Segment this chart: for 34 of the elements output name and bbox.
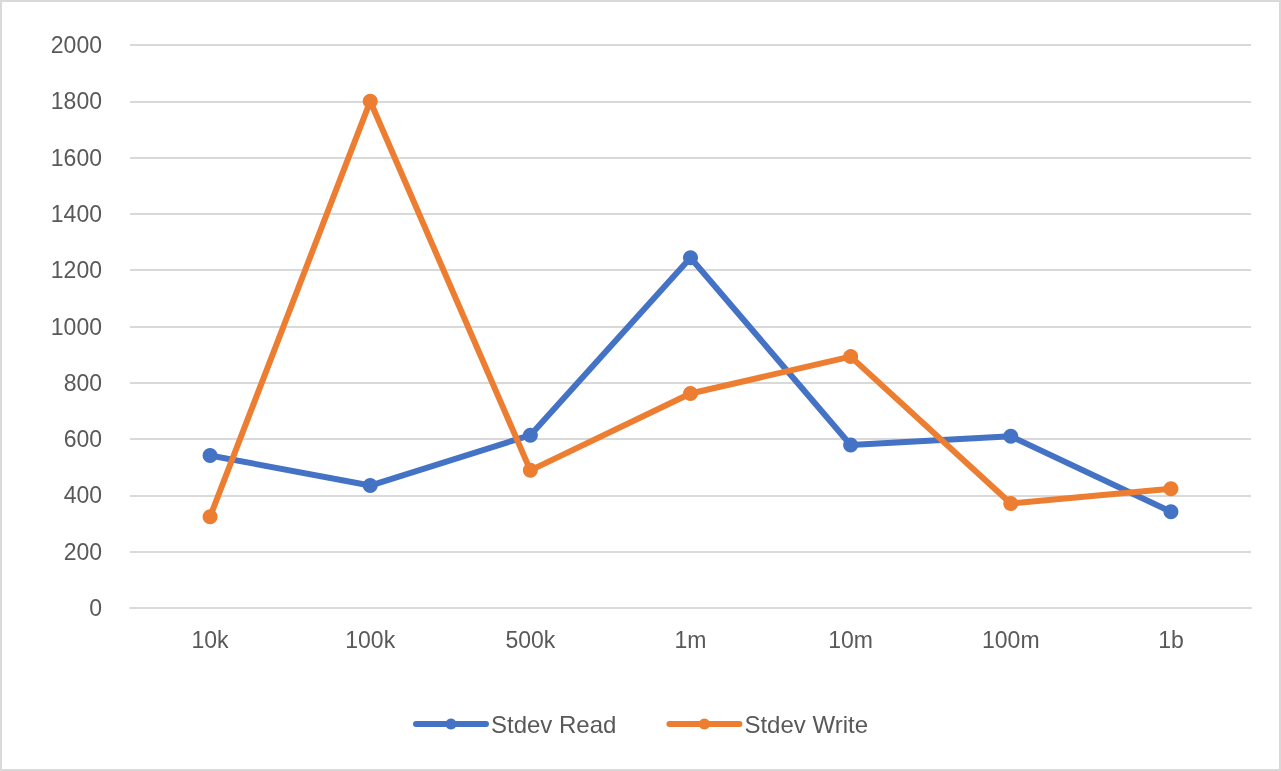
point: [843, 349, 859, 365]
x-tick-label: 1m: [674, 626, 707, 653]
y-tick-label: 800: [63, 369, 102, 396]
y-tick-label: 1600: [50, 144, 102, 171]
y-tick-label: 400: [63, 482, 102, 509]
y-tick-label: 0: [89, 595, 102, 621]
point: [1163, 481, 1179, 497]
point: [1003, 496, 1019, 512]
point: [843, 437, 859, 453]
y-tick-label: 600: [63, 426, 102, 453]
point: [683, 386, 698, 401]
point: [362, 478, 378, 494]
x-tick-label: 10k: [191, 626, 230, 653]
point: [202, 447, 218, 463]
point: [683, 250, 698, 266]
y-tick-label: 200: [63, 538, 102, 565]
point: [202, 509, 218, 525]
y-tick-label: 1400: [50, 200, 102, 227]
legend-label: Stdev Write: [744, 710, 869, 738]
point: [522, 462, 538, 478]
x-tick-label: 1b: [1158, 626, 1184, 653]
y-tick-label: 2000: [50, 32, 102, 58]
y-tick-label: 1800: [50, 88, 102, 115]
y-tick-label: 1000: [50, 313, 102, 340]
point: [362, 93, 378, 109]
point: [1163, 504, 1179, 520]
x-tick-label: 100m: [982, 626, 1040, 653]
x-tick-label: 10m: [828, 626, 874, 653]
point: [1003, 428, 1019, 444]
y-tick-label: 1200: [50, 257, 102, 284]
x-tick-label: 500k: [505, 626, 556, 653]
point: [522, 427, 538, 443]
x-tick-label: 100k: [345, 626, 396, 653]
legend-label: Stdev Read: [490, 710, 617, 738]
